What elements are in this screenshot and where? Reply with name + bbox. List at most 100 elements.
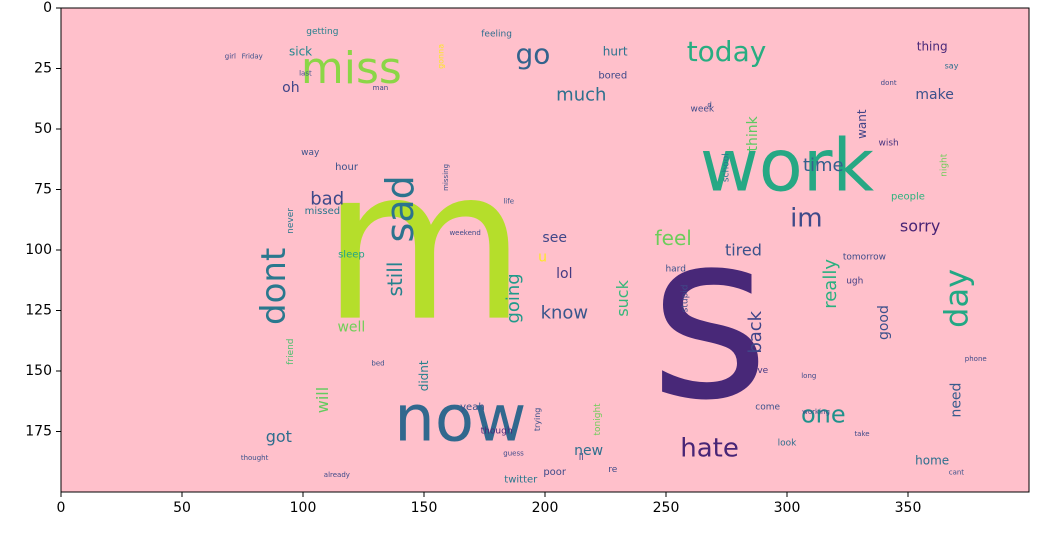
word-missed-44: missed <box>305 206 340 217</box>
x-tick-label-0: 0 <box>57 500 66 516</box>
word-already-75: already <box>324 471 350 479</box>
word-man-86: man <box>373 84 389 92</box>
word-now-3: now <box>394 382 526 456</box>
word-still-23: still <box>383 262 407 297</box>
word-sad-5: sad <box>378 175 422 242</box>
word-missing-91: missing <box>442 164 450 191</box>
word-way-47: way <box>301 148 320 158</box>
word-people-43: people <box>891 191 925 202</box>
word-ugh-55: ugh <box>846 276 863 286</box>
word-yeah-61: yeah <box>460 402 485 413</box>
wordcloud-image <box>61 8 1029 492</box>
word-sleep-45: sleep <box>338 249 365 260</box>
x-tick-label-300: 300 <box>774 500 801 516</box>
x-tick-label-200: 200 <box>532 500 559 516</box>
word-hour-46: hour <box>335 162 359 173</box>
word-bored-40: bored <box>598 70 627 81</box>
word-didnt-60: didnt <box>417 360 431 391</box>
word-friend-58: friend <box>286 338 296 364</box>
word-gonna-73: gonna <box>436 44 445 69</box>
word-go-8: go <box>515 37 550 70</box>
word-well-33: well <box>337 319 365 335</box>
word-though-62: though <box>481 427 513 437</box>
word-ll-69: ll <box>579 453 584 463</box>
word-come-65: come <box>755 402 780 412</box>
word-sorry-13: sorry <box>900 216 940 235</box>
word-hurt-39: hurt <box>603 45 628 59</box>
word-tomorrow-54: tomorrow <box>843 252 886 262</box>
word-m-0: m <box>322 123 527 368</box>
word-feeling-49: feeling <box>481 30 512 40</box>
word-hard-56: hard <box>665 264 685 274</box>
word-know-25: know <box>541 302 589 323</box>
word-think-19: think <box>745 115 761 151</box>
y-tick-label-125: 125 <box>25 303 52 319</box>
word-good-29: good <box>876 305 892 340</box>
word-life-82: life <box>503 198 514 206</box>
word-sick-38: sick <box>289 45 312 59</box>
word-twitter-67: twitter <box>504 474 538 485</box>
word-going-24: going <box>503 273 524 323</box>
word-suck-26: suck <box>613 279 632 316</box>
word-s-1: s <box>650 184 770 451</box>
word-phone-83: phone <box>965 355 987 363</box>
word-want-18: want <box>855 109 869 139</box>
word-ve-64: ve <box>757 366 768 376</box>
word-take-77: take <box>854 430 869 438</box>
y-tick-label-0: 0 <box>43 0 52 16</box>
word-look-66: look <box>778 439 798 449</box>
word-stupid-57: stupid <box>680 284 690 312</box>
word-thought-74: thought <box>241 454 269 462</box>
word-u-41: u <box>538 249 547 265</box>
word-night-52: night <box>939 153 949 177</box>
word-say-72: say <box>945 62 959 71</box>
word-cant-78: cant <box>949 469 965 477</box>
y-tick-label-25: 25 <box>34 61 52 77</box>
word-home-42: home <box>915 454 949 468</box>
word-time-14: time <box>803 155 844 176</box>
word-guess-90: guess <box>503 449 524 457</box>
word-weekend-81: weekend <box>449 229 480 237</box>
x-tick-label-150: 150 <box>411 500 438 516</box>
word-dont-84: dont <box>881 79 897 87</box>
word-much-15: much <box>556 85 606 106</box>
word-work-2: work <box>700 123 875 207</box>
word-d-87: d <box>707 101 711 109</box>
word-tonight-63: tonight <box>593 403 603 436</box>
y-axis: 0 25 50 75 100 125 150 175 <box>25 0 61 440</box>
word-need-30: need <box>948 383 964 418</box>
word-girl-88: girl <box>225 52 236 60</box>
word-im-12: im <box>790 204 823 234</box>
word-new-34: new <box>574 443 603 459</box>
word-dont-6: dont <box>254 248 294 325</box>
word-one-11: one <box>801 401 846 429</box>
x-tick-label-350: 350 <box>895 500 922 516</box>
word-never-59: never <box>286 208 296 234</box>
y-tick-label-150: 150 <box>25 363 52 379</box>
word-school-53: school <box>722 153 732 182</box>
word-long-79: long <box>801 372 816 380</box>
word-bed-80: bed <box>371 360 384 368</box>
word-back-27: back <box>745 310 766 353</box>
y-tick-label-175: 175 <box>25 424 52 440</box>
word-day-9: day <box>937 269 975 328</box>
word-wish-51: wish <box>879 139 899 149</box>
word-last-85: last <box>299 69 312 77</box>
x-axis: 0 50 100 150 200 250 300 350 <box>57 492 922 516</box>
word-bad-22: bad <box>310 189 344 210</box>
word-got-31: got <box>266 427 292 446</box>
word-hate-10: hate <box>680 433 739 463</box>
word-oh-37: oh <box>282 80 299 96</box>
word-see-36: see <box>542 230 567 246</box>
word-make-16: make <box>915 87 953 103</box>
word-tired-21: tired <box>725 241 762 260</box>
word-trying-71: trying <box>533 408 542 432</box>
word-today-7: today <box>687 35 767 68</box>
word-thing-17: thing <box>917 40 948 54</box>
word-getting-48: getting <box>306 27 338 37</box>
word-re-70: re <box>608 465 618 475</box>
word-really-28: really <box>820 259 841 309</box>
word-feel-20: feel <box>655 226 692 250</box>
y-tick-label-100: 100 <box>25 242 52 258</box>
